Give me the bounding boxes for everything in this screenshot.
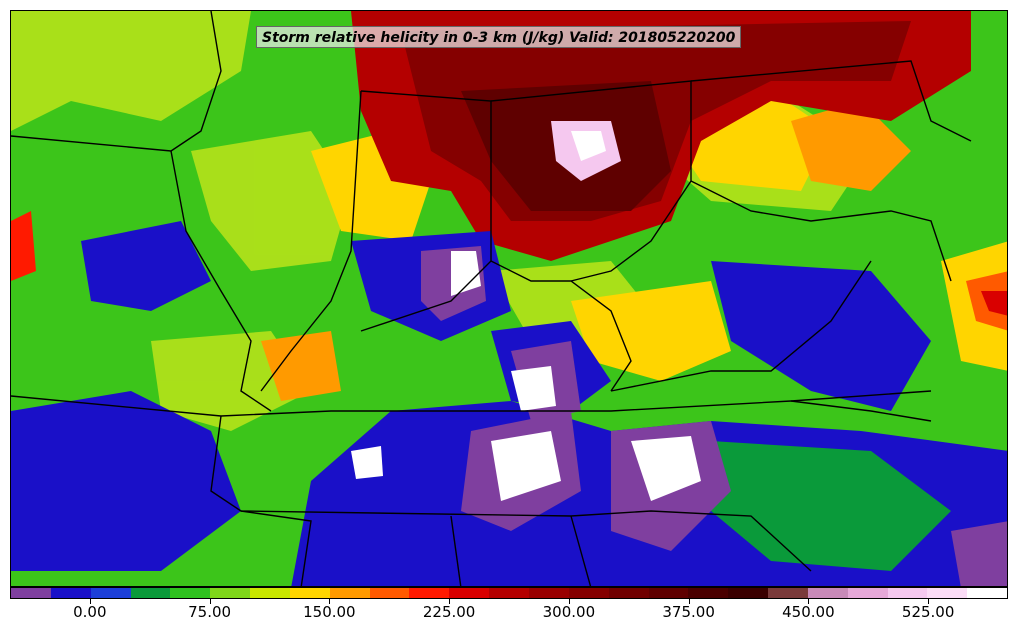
colorbar-segment xyxy=(329,588,370,598)
colorbar-tick-label: 225.00 xyxy=(422,603,476,621)
colorbar-tick xyxy=(449,599,451,604)
colorbar-segment xyxy=(369,588,410,598)
map-title: Storm relative helicity in 0-3 km (J/kg)… xyxy=(256,26,742,48)
colorbar-segment xyxy=(728,588,769,598)
colorbar-segment xyxy=(409,588,450,598)
colorbar-tick xyxy=(329,599,331,604)
colorbar-tick xyxy=(209,599,211,604)
colorbar-segment xyxy=(130,588,171,598)
colorbar-segment xyxy=(608,588,649,598)
map-panel: Storm relative helicity in 0-3 km (J/kg)… xyxy=(10,10,1008,587)
helicity-field-map xyxy=(11,11,1007,586)
colorbar-segment xyxy=(50,588,91,598)
colorbar-tick-label: 525.00 xyxy=(901,603,955,621)
colorbar-segment xyxy=(648,588,689,598)
colorbar-labels: 0.00 75.00 150.00 225.00 300.00 375.00 450.00 5… xyxy=(10,603,1008,625)
colorbar-segment xyxy=(967,588,1008,598)
colorbar-segment xyxy=(250,588,290,598)
field-purple xyxy=(351,246,1007,586)
colorbar-segment xyxy=(528,588,569,598)
colorbar-segment xyxy=(289,588,330,598)
colorbar-segment xyxy=(927,588,968,598)
colorbar-segment xyxy=(11,588,51,598)
colorbar-tick-label: 300.00 xyxy=(542,603,596,621)
colorbar-segment xyxy=(210,588,251,598)
colorbar-segment xyxy=(170,588,211,598)
colorbar-segment xyxy=(489,588,529,598)
colorbar-tick xyxy=(568,599,570,604)
colorbar-segment xyxy=(887,588,928,598)
colorbar-segment xyxy=(768,588,808,598)
colorbar-tick xyxy=(808,599,810,604)
colorbar-tick-label: 0.00 xyxy=(73,603,107,621)
colorbar-tick-label: 375.00 xyxy=(662,603,715,621)
field-highcore xyxy=(351,11,971,261)
colorbar-segment xyxy=(568,588,609,598)
colorbar-segment xyxy=(688,588,729,598)
colorbar-tick xyxy=(688,599,690,604)
colorbar-tick xyxy=(89,599,91,604)
colorbar-tick-label: 450.00 xyxy=(782,603,835,621)
colorbar xyxy=(10,587,1008,599)
colorbar-segment xyxy=(807,588,848,598)
colorbar-segment xyxy=(449,588,490,598)
colorbar-segment xyxy=(847,588,888,598)
state-boundaries xyxy=(11,11,972,586)
colorbar-tick-label: 150.00 xyxy=(303,603,356,621)
colorbar-ticks xyxy=(10,599,1008,605)
colorbar-tick-label: 75.00 xyxy=(188,603,232,621)
colorbar-segment xyxy=(90,588,131,598)
colorbar-tick xyxy=(928,599,930,604)
